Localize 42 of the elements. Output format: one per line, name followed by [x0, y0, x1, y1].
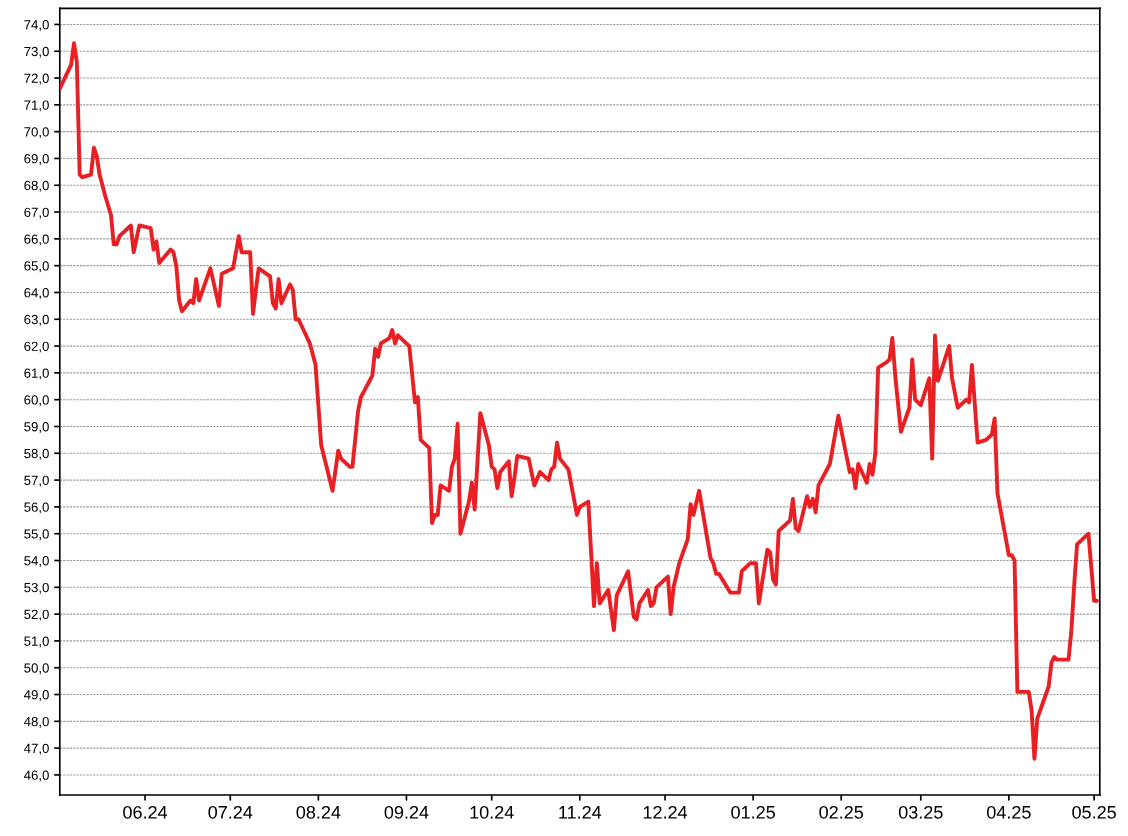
y-tick-label: 55,0: [24, 529, 49, 541]
x-tick-label: 12.24: [643, 805, 688, 819]
x-tick-label: 01.25: [731, 805, 775, 819]
y-tick-label: 72,0: [24, 73, 49, 85]
x-tick-label: 11.24: [559, 805, 602, 819]
y-tick-label: 50,0: [24, 663, 49, 675]
x-tick-label: 05.25: [1072, 805, 1116, 819]
x-tick-label: 09.24: [384, 805, 429, 819]
y-tick-label: 53,0: [24, 582, 49, 594]
y-tick-label: 59,0: [24, 422, 49, 433]
y-tick-label: 74,0: [24, 20, 49, 31]
y-tick-label: 62,0: [24, 341, 49, 353]
x-tick-label: 06.24: [123, 805, 168, 819]
y-tick-label: 71,0: [24, 100, 49, 112]
y-tick-label: 61,0: [24, 368, 49, 380]
y-tick-label: 69,0: [24, 154, 49, 165]
y-tick-label: 63,0: [24, 314, 49, 326]
y-tick-label: 66,0: [24, 234, 49, 246]
x-tick-label: 08.24: [296, 805, 341, 819]
y-tick-label: 67,0: [24, 207, 49, 219]
y-tick-label: 64,0: [24, 288, 49, 299]
y-tick-label: 57,0: [24, 475, 49, 487]
y-tick-label: 51,0: [24, 636, 49, 648]
y-tick-label: 46,0: [23, 770, 49, 782]
y-tick-label: 73,0: [24, 46, 49, 58]
y-tick-label: 52,0: [24, 609, 49, 621]
y-tick-label: 49,0: [23, 690, 49, 701]
y-tick-label: 65,0: [24, 261, 49, 273]
y-tick-label: 47,0: [23, 743, 49, 755]
y-tick-label: 70,0: [24, 127, 49, 139]
x-tick-label: 04.25: [986, 805, 1031, 819]
x-tick-label: 07.24: [208, 805, 253, 819]
y-tick-label: 56,0: [24, 502, 49, 514]
y-tick-label: 48,0: [23, 716, 49, 728]
y-tick-label: 58,0: [24, 448, 49, 460]
y-tick-label: 60,0: [24, 395, 49, 407]
y-tick-label: 54,0: [24, 556, 49, 567]
x-tick-label: 03.25: [898, 805, 943, 819]
x-tick-label: 10.24: [470, 805, 514, 819]
x-tick-label: 02.25: [819, 805, 864, 819]
y-tick-label: 68,0: [24, 180, 49, 192]
line-series: [59, 41, 1099, 761]
